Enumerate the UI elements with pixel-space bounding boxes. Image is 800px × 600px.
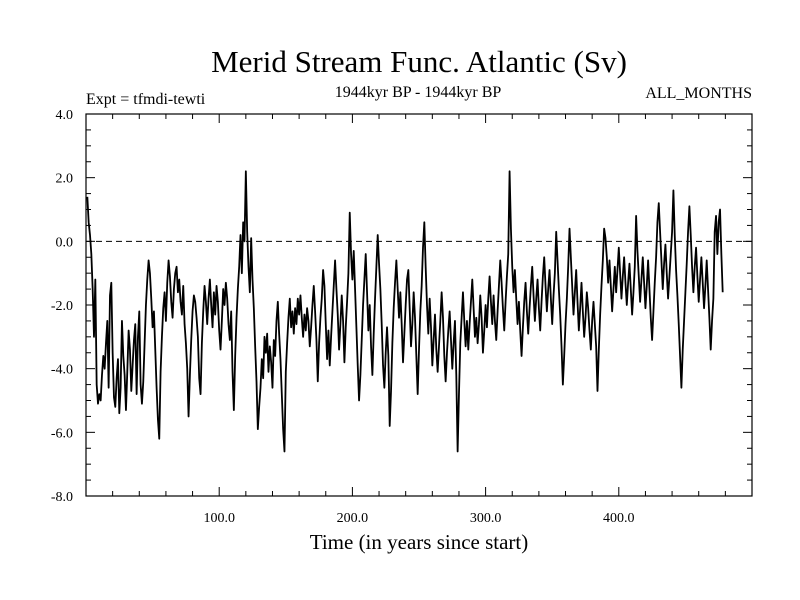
y-tick-labels: 4.0 2.0 0.0 -2.0 -4.0 -6.0 -8.0 (51, 108, 73, 505)
x-tick-label: 400.0 (603, 511, 635, 526)
chart-title: Merid Stream Func. Atlantic (Sv) (211, 44, 627, 79)
y-tick-label: 0.0 (56, 235, 74, 250)
y-tick-label: 4.0 (56, 108, 74, 123)
series-line (86, 170, 724, 453)
axes-ticks (86, 114, 752, 496)
y-tick-label: 2.0 (56, 172, 74, 187)
y-tick-label: -2.0 (51, 299, 73, 314)
expt-label: Expt = tfmdi-tewti (86, 91, 206, 108)
months-label: ALL_MONTHS (645, 85, 752, 102)
x-tick-label: 300.0 (470, 511, 502, 526)
x-tick-labels: 100.0 200.0 300.0 400.0 (203, 511, 634, 526)
y-tick-label: -8.0 (51, 490, 73, 505)
chart-subtitle: 1944kyr BP - 1944kyr BP (335, 84, 502, 101)
x-axis-label: Time (in years since start) (310, 530, 529, 554)
plot-frame (85, 113, 753, 497)
x-tick-label: 200.0 (337, 511, 369, 526)
y-tick-label: -6.0 (51, 426, 73, 441)
x-tick-label: 100.0 (203, 511, 235, 526)
y-tick-label: -4.0 (51, 363, 73, 378)
